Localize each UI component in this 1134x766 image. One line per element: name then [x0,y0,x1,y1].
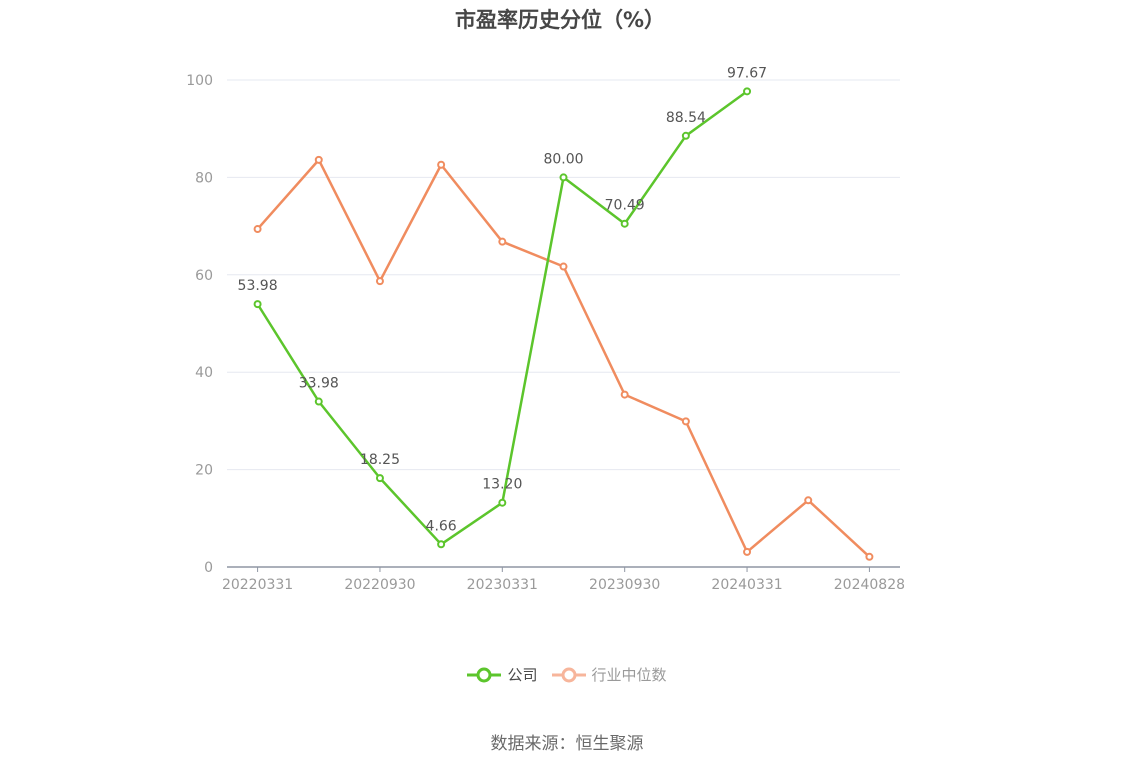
data-label-company: 18.25 [360,452,400,468]
data-label-company: 88.54 [666,110,706,126]
data-source: 数据来源：恒生聚源 [490,734,644,754]
data-point-industry [437,160,446,169]
x-tick-label: 20230331 [467,577,538,593]
data-label-company: 80.00 [543,151,583,167]
legend-label-company: 公司 [507,666,538,684]
y-tick-label: 100 [186,73,213,89]
data-point-company [437,540,446,549]
data-labels: 53.98 33.98 18.25 4.66 13.20 80.00 70.49 88.54 9… [238,65,768,534]
data-point-company [743,87,752,96]
legend-marker-industry-icon [551,667,586,682]
data-point-industry [743,547,752,556]
data-point-industry [804,496,813,505]
data-point-company [559,173,568,182]
data-point-industry [375,277,384,286]
data-point-industry [498,237,507,246]
data-point-company [681,131,690,140]
data-point-company [498,498,507,507]
y-tick-label: 60 [195,268,213,284]
x-tick-label: 20220930 [344,577,415,593]
y-tick-label: 80 [195,170,213,186]
legend: 公司 行业中位数 [0,664,1134,685]
y-tick-label: 0 [204,560,213,576]
data-point-industry [253,225,262,234]
data-label-company: 13.20 [482,477,522,493]
legend-marker-company-icon [467,667,502,682]
axes: 0 20 40 60 80 100 20220331 20220930 20230331 2023… [186,73,905,593]
data-label-company: 70.49 [605,198,645,214]
chart-title: 市盈率历史分位（%） [454,8,666,32]
data-point-company [375,474,384,483]
data-label-company: 4.66 [426,518,457,534]
y-tick-label: 40 [195,365,213,381]
series-lines [253,87,874,561]
data-label-company: 97.67 [727,65,767,81]
data-label-company: 53.98 [238,278,278,294]
data-point-industry [559,262,568,271]
data-point-industry [620,390,629,399]
legend-item-industry[interactable]: 行业中位数 [551,664,667,685]
data-point-industry [865,552,874,561]
x-tick-label: 20240331 [711,577,782,593]
legend-item-company[interactable]: 公司 [467,664,538,685]
data-point-company [314,397,323,406]
y-tick-label: 20 [195,463,213,479]
x-tick-label: 20240828 [834,577,905,593]
data-label-company: 33.98 [299,376,339,392]
data-point-industry [314,155,323,164]
data-point-company [253,300,262,309]
x-tick-label: 20220331 [222,577,293,593]
legend-label-industry: 行业中位数 [591,666,667,684]
data-point-company [620,219,629,228]
data-point-industry [681,417,690,426]
series-line-industry [256,158,871,558]
x-tick-label: 20230930 [589,577,660,593]
